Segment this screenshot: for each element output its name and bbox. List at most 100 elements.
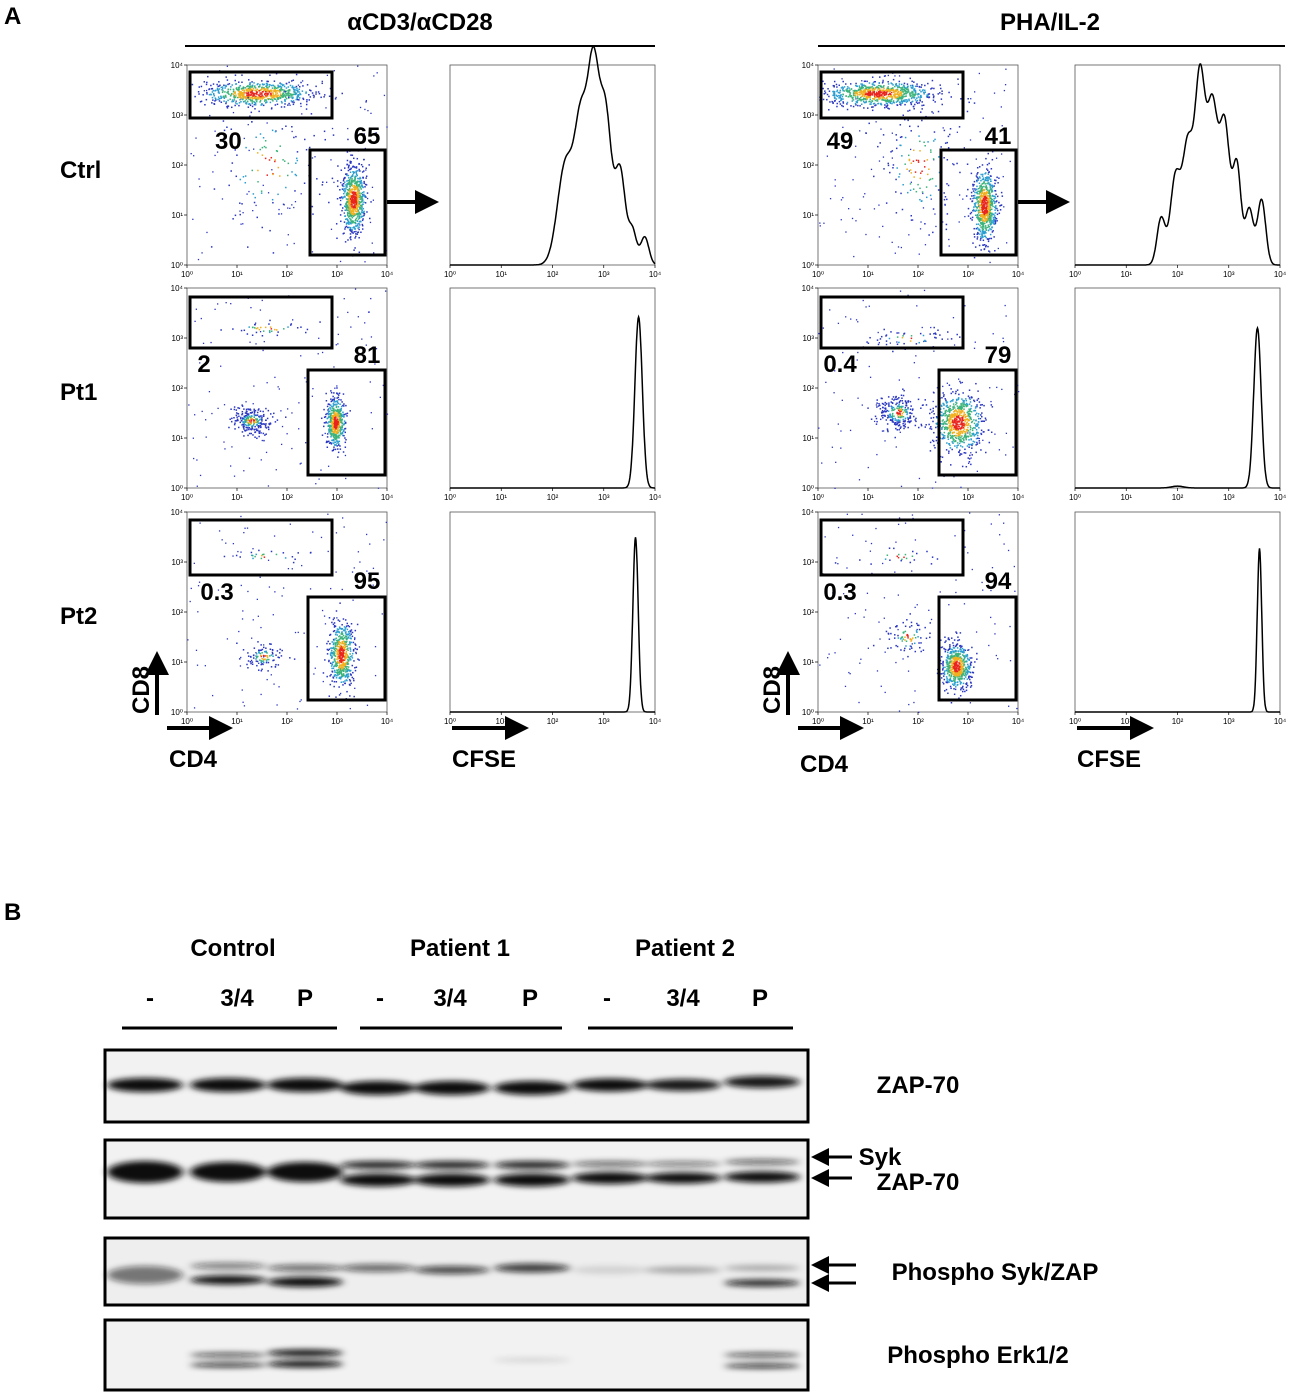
event-dot [878, 91, 880, 93]
event-dot [964, 215, 966, 218]
event-dot [337, 418, 340, 421]
event-dot [280, 86, 283, 88]
event-dot [242, 701, 244, 703]
event-dot [878, 94, 881, 97]
event-dot [355, 200, 357, 203]
event-dot [980, 217, 982, 220]
event-dot [342, 651, 345, 654]
event-dot [338, 686, 340, 688]
event-dot [250, 111, 253, 114]
event-dot [1006, 242, 1008, 244]
event-dot [358, 195, 360, 198]
event-dot [351, 197, 354, 200]
event-dot [331, 407, 334, 409]
event-dot [258, 430, 260, 433]
event-dot [333, 399, 336, 402]
event-dot [235, 420, 238, 422]
event-dot [287, 89, 289, 92]
event-dot [982, 173, 984, 176]
event-dot [340, 433, 343, 435]
event-dot [205, 436, 207, 438]
event-dot [340, 649, 343, 652]
event-dot [355, 173, 358, 176]
event-dot [348, 196, 350, 198]
event-dot [223, 129, 226, 132]
event-dot [264, 100, 266, 102]
event-dot [293, 90, 295, 92]
event-dot [267, 426, 269, 428]
event-dot [974, 191, 976, 194]
event-dot [333, 665, 335, 668]
event-dot [273, 85, 276, 88]
event-dot [247, 427, 249, 429]
event-dot [339, 665, 341, 668]
event-dot [846, 90, 849, 92]
event-dot [887, 101, 890, 103]
event-dot [332, 630, 335, 633]
event-dot [336, 664, 339, 667]
event-dot [254, 89, 256, 92]
event-dot [861, 99, 863, 101]
event-dot [977, 223, 980, 225]
event-dot [274, 89, 276, 91]
event-dot [344, 228, 346, 230]
event-dot [341, 588, 343, 591]
event-dot [347, 649, 349, 652]
event-dot [334, 98, 337, 100]
event-dot [287, 326, 289, 328]
event-dot [349, 647, 351, 649]
event-dot [861, 91, 863, 93]
event-dot [229, 95, 232, 97]
tick-label: 10² [171, 608, 183, 617]
event-dot [343, 644, 346, 646]
event-dot [899, 89, 902, 92]
event-dot [203, 90, 205, 92]
event-dot [368, 164, 370, 166]
event-dot [986, 200, 989, 202]
event-dot [982, 228, 985, 231]
event-dot [840, 98, 843, 101]
event-dot [346, 163, 349, 166]
event-dot [292, 87, 294, 89]
event-dot [264, 157, 267, 160]
event-dot [326, 181, 328, 183]
event-dot [360, 192, 363, 195]
event-dot [868, 92, 870, 95]
tick-label: 10³ [331, 493, 343, 502]
event-dot [344, 215, 347, 217]
event-dot [270, 328, 273, 330]
event-dot [843, 90, 846, 92]
event-dot [268, 323, 270, 325]
event-dot [270, 674, 272, 676]
event-dot [244, 100, 246, 102]
event-dot [906, 99, 908, 101]
event-dot [336, 655, 339, 658]
event-dot [359, 106, 362, 109]
event-dot [296, 95, 299, 97]
event-dot [924, 91, 926, 93]
event-dot [906, 92, 908, 94]
event-dot [361, 223, 364, 226]
event-dot [262, 184, 264, 187]
event-dot [918, 93, 920, 95]
event-dot [344, 428, 346, 430]
event-dot [336, 430, 339, 432]
event-dot [852, 94, 855, 96]
event-dot [259, 92, 261, 94]
event-dot [842, 87, 844, 89]
event-dot [232, 93, 235, 95]
event-dot [261, 83, 264, 85]
event-dot [340, 421, 343, 423]
event-dot [337, 410, 340, 412]
event-dot [365, 177, 367, 179]
event-dot [338, 694, 341, 696]
event-dot [854, 96, 857, 98]
event-dot [266, 678, 268, 681]
event-dot [963, 147, 965, 149]
event-dot [343, 659, 345, 661]
event-dot [346, 659, 349, 661]
event-dot [240, 329, 243, 332]
event-dot [327, 412, 330, 414]
event-dot [988, 183, 991, 186]
event-dot [359, 196, 361, 198]
